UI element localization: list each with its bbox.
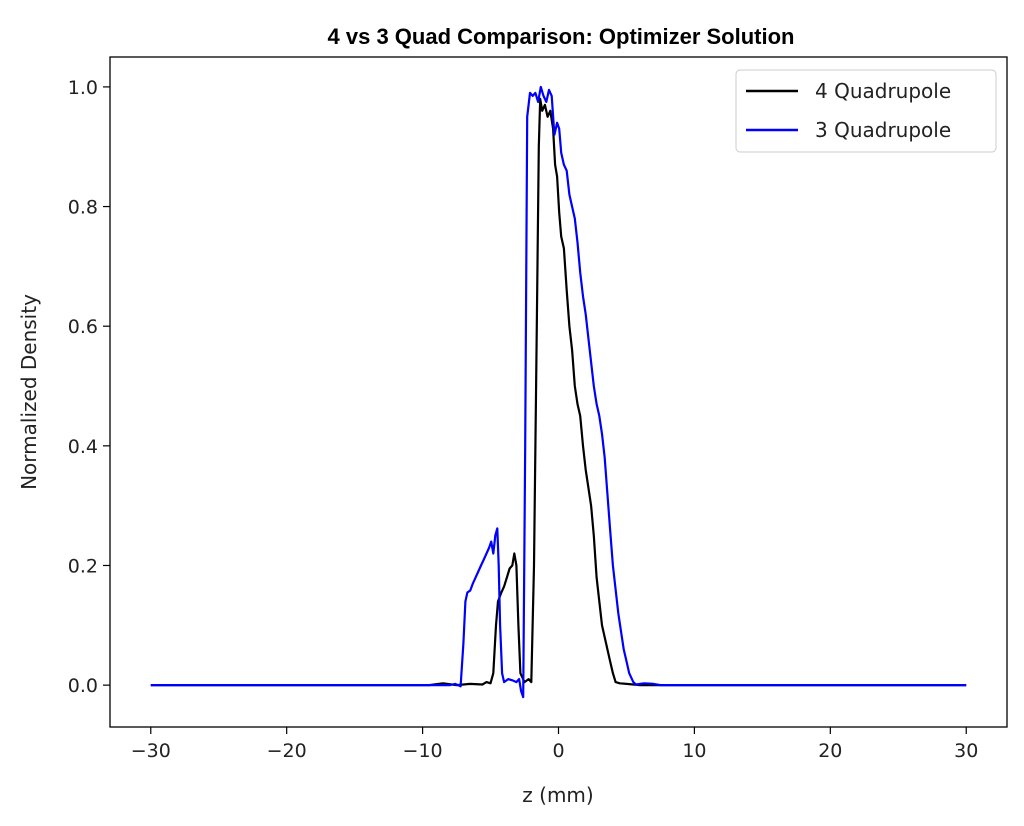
chart-title: 4 vs 3 Quad Comparison: Optimizer Soluti…: [328, 24, 795, 49]
legend-entries: 4 Quadrupole 3 Quadrupole: [746, 79, 951, 142]
y-tick-label: 0.8: [68, 197, 98, 219]
legend: 4 Quadrupole 3 Quadrupole: [735, 69, 997, 153]
x-tick-label: 0: [552, 740, 564, 762]
series-layer: [150, 85, 967, 699]
y-axis-ticks: 0.0 0.2 0.4 0.6 0.8 1.0: [68, 77, 110, 697]
plot-area: −30 −20 −10 0 10 20 30 0.0 0.2 0.4 0.6 0.8 1.0: [68, 56, 1008, 762]
x-tick-label: −20: [267, 740, 307, 762]
y-axis-label: Normalized Density: [17, 294, 41, 490]
plot-frame: [109, 56, 1008, 728]
legend-label-2: 3 Quadrupole: [815, 118, 951, 142]
legend-label-1: 4 Quadrupole: [815, 79, 951, 103]
x-tick-label: −10: [403, 740, 443, 762]
x-tick-label: −30: [131, 740, 171, 762]
x-tick-label: 10: [682, 740, 706, 762]
series-line-1: [150, 97, 967, 687]
y-tick-label: 0.0: [68, 675, 98, 697]
y-tick-label: 1.0: [68, 77, 98, 99]
x-tick-label: 20: [818, 740, 842, 762]
y-tick-label: 0.2: [68, 555, 98, 577]
x-axis-label: z (mm): [522, 783, 593, 807]
y-tick-label: 0.4: [68, 436, 98, 458]
series-line-2: [150, 85, 967, 699]
legend-box: [735, 69, 997, 153]
x-tick-label: 30: [954, 740, 978, 762]
x-axis-ticks: −30 −20 −10 0 10 20 30: [131, 727, 978, 762]
y-tick-label: 0.6: [68, 316, 98, 338]
